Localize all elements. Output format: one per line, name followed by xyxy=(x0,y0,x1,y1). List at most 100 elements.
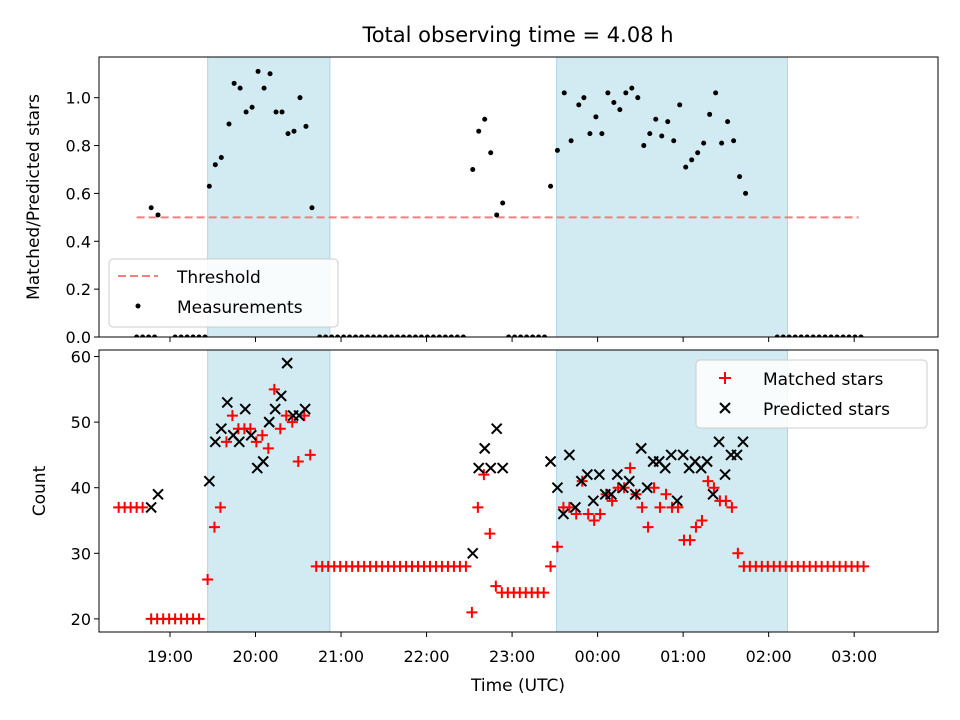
legend-matched-swatch xyxy=(719,372,731,384)
point-predicted-stars-26 xyxy=(551,482,564,494)
point-matched-stars-26 xyxy=(274,423,286,435)
point-measurements-114 xyxy=(852,334,858,337)
ratio-legend: Threshold Measurements xyxy=(108,258,339,328)
y-tick-label-1-0: 20 xyxy=(71,610,91,629)
point-predicted-stars-5 xyxy=(221,396,233,409)
point-predicted-stars-41 xyxy=(641,482,653,494)
point-matched-stars-97 xyxy=(702,475,714,487)
y-tick-label-0-0: 0.0 xyxy=(66,328,91,347)
point-measurements-22 xyxy=(267,71,273,77)
point-measurements-101 xyxy=(774,334,780,337)
ratio-legend-box xyxy=(108,258,339,328)
counts-plot-area xyxy=(113,357,870,625)
point-matched-stars-22 xyxy=(250,436,262,448)
point-matched-stars-15 xyxy=(208,521,220,533)
y-tick-label-1-3: 50 xyxy=(71,413,91,432)
point-measurements-92 xyxy=(695,150,701,156)
point-measurements-71 xyxy=(568,138,574,144)
point-matched-stars-95 xyxy=(690,521,702,533)
point-matched-stars-4 xyxy=(137,501,149,513)
point-measurements-64 xyxy=(524,334,530,337)
point-measurements-45 xyxy=(406,334,412,337)
point-measurements-41 xyxy=(383,334,389,337)
point-matched-stars-81 xyxy=(606,495,618,507)
point-measurements-62 xyxy=(512,334,518,337)
point-measurements-53 xyxy=(454,334,460,337)
point-matched-stars-75 xyxy=(570,508,582,520)
point-matched-stars-30 xyxy=(298,410,310,422)
point-measurements-48 xyxy=(424,334,430,337)
point-matched-stars-77 xyxy=(582,508,594,520)
point-measurements-1 xyxy=(140,334,146,337)
point-predicted-stars-12 xyxy=(263,416,275,428)
point-measurements-91 xyxy=(689,157,695,163)
x-axis-label: Time (UTC) xyxy=(470,676,565,696)
ratio-axes-frame xyxy=(98,56,939,338)
point-predicted-stars-20 xyxy=(473,462,485,474)
x-tick-label-2: 21:00 xyxy=(318,647,364,666)
point-predicted-stars-52 xyxy=(707,488,719,500)
point-measurements-81 xyxy=(629,85,635,91)
point-predicted-stars-3 xyxy=(209,436,222,448)
point-measurements-44 xyxy=(400,334,406,337)
point-measurements-10 xyxy=(148,205,154,211)
point-predicted-stars-14 xyxy=(275,390,287,402)
point-measurements-68 xyxy=(548,183,554,189)
point-measurements-110 xyxy=(828,334,834,337)
point-predicted-stars-35 xyxy=(605,488,618,500)
point-measurements-47 xyxy=(418,334,424,337)
point-measurements-100 xyxy=(743,190,749,196)
y-tick-label-0-4: 0.8 xyxy=(66,137,91,156)
point-measurements-4 xyxy=(172,334,178,337)
point-predicted-stars-25 xyxy=(544,455,557,468)
point-matched-stars-27 xyxy=(280,410,292,422)
point-measurements-20 xyxy=(255,68,261,74)
legend-threshold-label: Threshold xyxy=(176,268,261,288)
shaded-interval-1 xyxy=(556,56,788,338)
point-measurements-106 xyxy=(804,334,810,337)
point-measurements-97 xyxy=(725,119,731,125)
point-measurements-39 xyxy=(371,334,377,337)
point-measurements-28 xyxy=(303,123,309,129)
point-matched-stars-58 xyxy=(466,606,478,618)
point-measurements-31 xyxy=(323,334,329,337)
point-predicted-stars-22 xyxy=(484,462,497,474)
point-predicted-stars-31 xyxy=(581,468,594,481)
y-tick-label-0-3: 0.6 xyxy=(66,184,91,203)
point-matched-stars-25 xyxy=(268,383,280,395)
point-measurements-95 xyxy=(713,90,719,96)
legend-predicted-swatch xyxy=(719,402,731,414)
point-measurements-24 xyxy=(279,109,285,115)
counts-legend: Matched stars Predicted stars xyxy=(695,359,928,429)
point-measurements-3 xyxy=(152,334,158,337)
point-measurements-38 xyxy=(365,334,371,337)
point-measurements-23 xyxy=(273,109,279,115)
point-measurements-16 xyxy=(231,80,237,86)
point-matched-stars-17 xyxy=(220,436,232,448)
point-predicted-stars-44 xyxy=(659,462,671,474)
point-matched-stars-86 xyxy=(636,501,648,513)
point-measurements-107 xyxy=(810,334,816,337)
point-predicted-stars-32 xyxy=(587,495,600,507)
point-measurements-74 xyxy=(587,131,593,137)
point-measurements-36 xyxy=(353,334,359,337)
point-measurements-105 xyxy=(798,334,804,337)
point-measurements-27 xyxy=(297,95,303,101)
point-measurements-37 xyxy=(359,334,365,337)
point-measurements-43 xyxy=(394,334,400,337)
point-matched-stars-79 xyxy=(594,508,606,520)
point-measurements-34 xyxy=(341,334,347,337)
point-measurements-30 xyxy=(317,334,323,337)
point-matched-stars-31 xyxy=(304,449,316,461)
y-tick-label-1-1: 30 xyxy=(71,544,91,563)
x-tick-label-1: 20:00 xyxy=(232,647,278,666)
point-measurements-70 xyxy=(561,90,567,96)
point-predicted-stars-13 xyxy=(269,403,281,415)
point-measurements-8 xyxy=(196,334,202,337)
point-predicted-stars-33 xyxy=(593,468,606,481)
x-tick-label-7: 02:00 xyxy=(746,647,792,666)
point-predicted-stars-19 xyxy=(467,547,479,560)
point-measurements-12 xyxy=(206,183,212,189)
point-predicted-stars-46 xyxy=(671,495,683,507)
